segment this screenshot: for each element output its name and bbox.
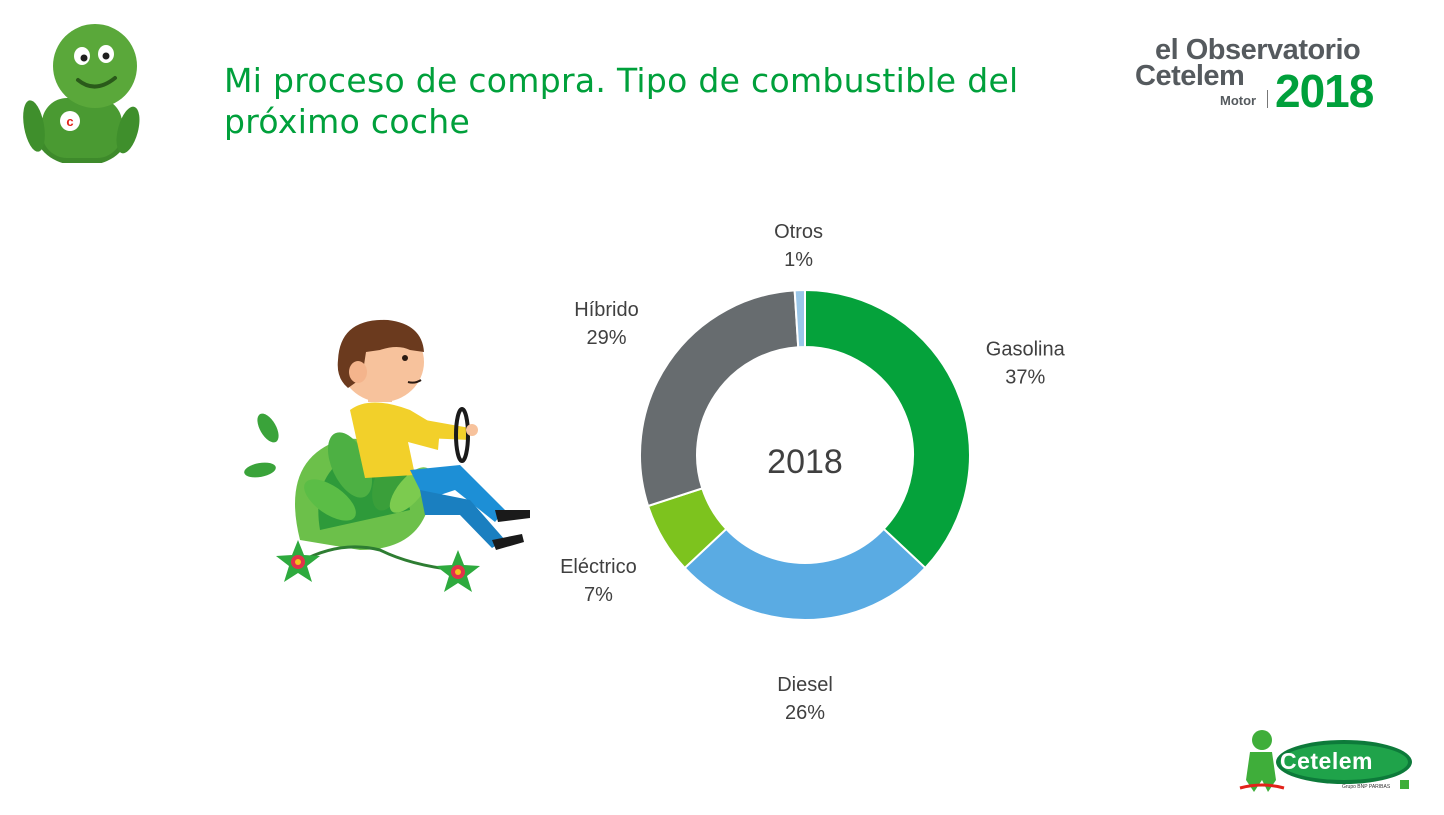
fuel-type-donut-chart: Gasolina 37% Diesel 26% Eléctrico 7% Híbrido 29… [560,221,1066,720]
mascot-image: c [23,24,140,163]
svg-text:c: c [66,114,73,129]
slice-value-gasolina: 37% [1005,367,1045,389]
donut-center-label: 2018 [767,443,843,481]
slice-value-electrico: 7% [584,584,613,606]
slice-label-hibrido: Híbrido [574,299,638,321]
brand-line1: el Observatorio [1155,34,1361,66]
brand-separator [1267,90,1268,108]
slice-label-electrico: Eléctrico [560,556,637,578]
slice-labels: Gasolina 37% Diesel 26% Eléctrico 7% Híbrido 29… [560,221,1066,720]
cetelem-logo-subtitle: Grupo BNP PARIBAS [1342,784,1391,790]
brand-year: 2018 [1275,65,1374,117]
slice-value-hibrido: 29% [586,327,626,349]
slice-label-diesel: Diesel [777,674,833,696]
slice-value-diesel: 26% [785,702,825,720]
cetelem-logo-text: Cetelem [1280,748,1373,774]
donut-slices [639,288,971,621]
cetelem-logo: Cetelem Grupo BNP PARIBAS [1232,722,1417,797]
slice-diesel [683,527,927,621]
brand-line2: Cetelem [1135,60,1245,92]
page-title: Mi proceso de compra. Tipo de combustibl… [224,61,1019,141]
slice-hibrido [639,289,800,508]
slice-gasolina [804,288,971,570]
slice-label-gasolina: Gasolina [986,339,1066,361]
slice-otros [793,288,806,349]
slice-label-otros: Otros [774,221,823,243]
slice-value-otros: 1% [784,249,813,271]
brand-motor: Motor [1220,93,1257,108]
observatorio-logo: el Observatorio Cetelem Motor 2018 [1125,30,1395,117]
cetelem-logo-graphic [1239,730,1412,792]
boy-driving-illustration [244,319,530,592]
